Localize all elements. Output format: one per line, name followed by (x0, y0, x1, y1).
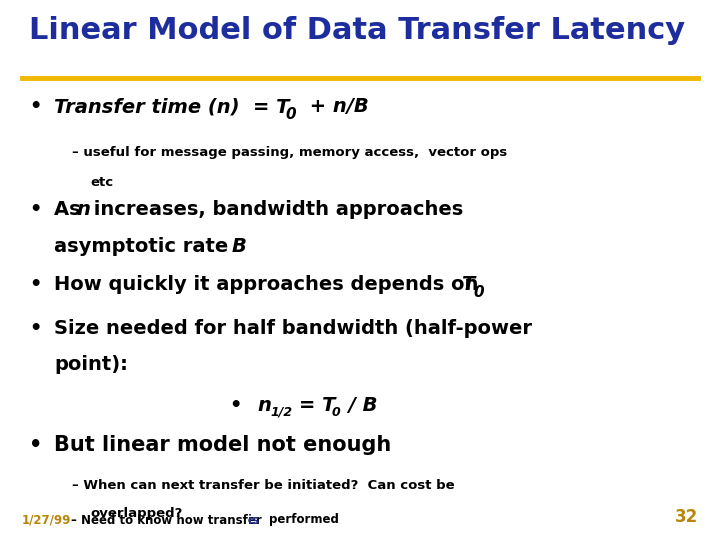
Text: Size needed for half bandwidth (half-power: Size needed for half bandwidth (half-pow… (54, 319, 532, 338)
Text: Transfer time (n)  = T: Transfer time (n) = T (54, 97, 289, 116)
Text: •: • (29, 435, 42, 455)
Text: 0: 0 (473, 285, 484, 300)
Text: = T: = T (299, 396, 336, 415)
Text: asymptotic rate: asymptotic rate (54, 237, 235, 255)
Text: + n/B: + n/B (303, 97, 369, 116)
Text: 0: 0 (331, 406, 340, 419)
Text: T: T (461, 275, 474, 294)
Text: – Need to know how transfer: – Need to know how transfer (71, 514, 261, 526)
Text: point):: point): (54, 355, 128, 374)
Text: overlapped?: overlapped? (90, 507, 182, 520)
Text: 1/2: 1/2 (270, 406, 292, 419)
Text: 32: 32 (675, 509, 698, 526)
Text: As: As (54, 200, 87, 219)
Text: – useful for message passing, memory access,  vector ops: – useful for message passing, memory acc… (72, 146, 508, 159)
Text: B: B (231, 237, 246, 255)
Text: •: • (230, 396, 256, 415)
Text: Linear Model of Data Transfer Latency: Linear Model of Data Transfer Latency (29, 16, 685, 45)
Text: But linear model not enough: But linear model not enough (54, 435, 391, 455)
Text: 1/27/99: 1/27/99 (22, 514, 71, 526)
Text: n: n (76, 200, 90, 219)
Text: – When can next transfer be initiated?  Can cost be: – When can next transfer be initiated? C… (72, 479, 454, 492)
Text: performed: performed (269, 514, 338, 526)
Text: How quickly it approaches depends on: How quickly it approaches depends on (54, 275, 485, 294)
Text: n: n (258, 396, 271, 415)
Text: •: • (29, 97, 41, 116)
Text: 0: 0 (286, 107, 297, 122)
Text: / B: / B (342, 396, 377, 415)
Text: •: • (29, 200, 41, 219)
Text: is: is (248, 514, 259, 526)
Text: etc: etc (90, 176, 113, 188)
Text: increases, bandwidth approaches: increases, bandwidth approaches (87, 200, 464, 219)
Text: •: • (29, 319, 41, 338)
Text: •: • (29, 275, 41, 294)
